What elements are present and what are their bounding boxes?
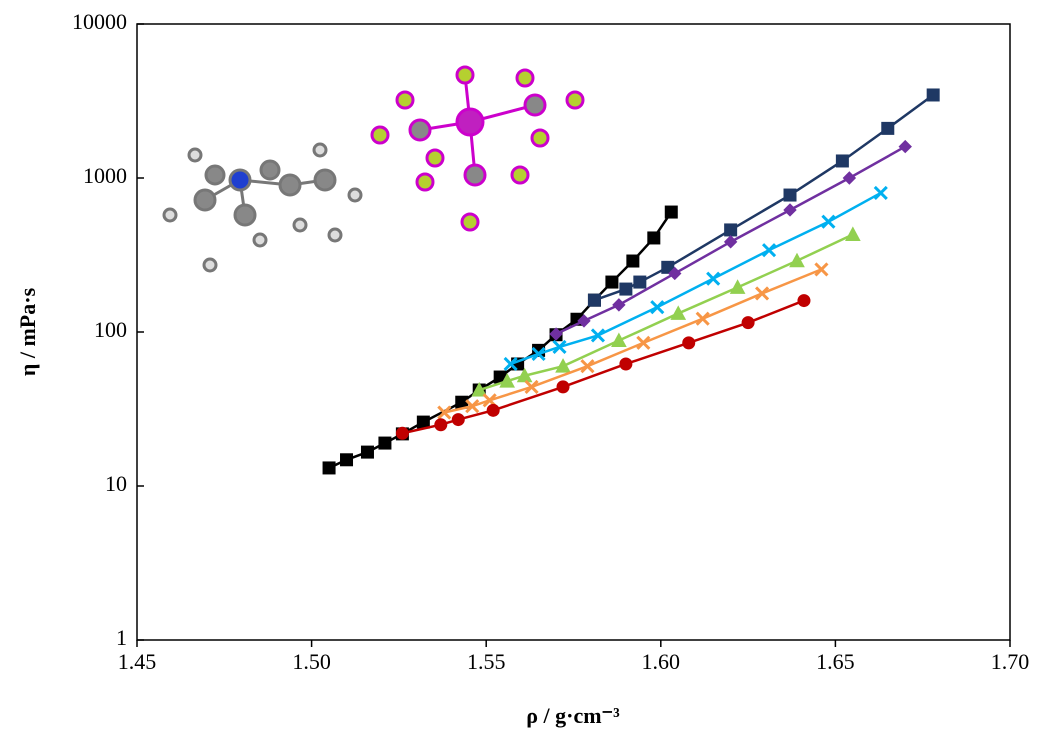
marker bbox=[634, 276, 646, 288]
marker bbox=[899, 141, 911, 153]
marker bbox=[648, 232, 660, 244]
marker bbox=[725, 224, 737, 236]
marker bbox=[697, 313, 709, 325]
marker bbox=[379, 437, 391, 449]
x-tick-label: 1.60 bbox=[642, 649, 681, 674]
marker bbox=[361, 446, 373, 458]
marker bbox=[651, 301, 663, 313]
marker bbox=[875, 187, 887, 199]
marker bbox=[606, 276, 618, 288]
marker bbox=[637, 337, 649, 349]
marker bbox=[620, 358, 632, 370]
marker bbox=[665, 206, 677, 218]
marker bbox=[707, 273, 719, 285]
marker bbox=[798, 295, 810, 307]
marker bbox=[763, 244, 775, 256]
marker bbox=[452, 414, 464, 426]
plot-frame bbox=[137, 24, 1010, 640]
page: ρ / g·cm⁻³ η / mPa·s 1 10 100 1000 10000 1.45… bbox=[0, 0, 1045, 736]
marker bbox=[435, 419, 447, 431]
marker bbox=[620, 283, 632, 295]
y-tick-label: 1 bbox=[116, 625, 127, 650]
marker bbox=[396, 427, 408, 439]
marker bbox=[588, 294, 600, 306]
chart: ρ / g·cm⁻³ η / mPa·s 1 10 100 1000 10000 1.45… bbox=[0, 0, 1045, 736]
marker bbox=[822, 216, 834, 228]
marker bbox=[323, 462, 335, 474]
marker bbox=[613, 299, 625, 311]
marker bbox=[627, 255, 639, 267]
marker bbox=[487, 404, 499, 416]
molecule-anion bbox=[372, 67, 583, 230]
marker bbox=[612, 334, 626, 347]
marker bbox=[725, 236, 737, 248]
marker bbox=[790, 254, 804, 267]
marker bbox=[756, 287, 768, 299]
marker bbox=[882, 122, 894, 134]
marker bbox=[581, 360, 593, 372]
marker bbox=[846, 227, 860, 240]
marker bbox=[784, 204, 796, 216]
molecule-cation bbox=[164, 144, 361, 271]
marker bbox=[731, 280, 745, 293]
y-tick-label: 10 bbox=[105, 471, 127, 496]
marker bbox=[671, 306, 685, 319]
marker bbox=[557, 381, 569, 393]
x-axis-title: ρ / g·cm⁻³ bbox=[526, 703, 620, 728]
marker bbox=[341, 454, 353, 466]
marker bbox=[784, 189, 796, 201]
y-tick-label: 100 bbox=[94, 317, 127, 342]
x-tick-label: 1.50 bbox=[292, 649, 331, 674]
marker bbox=[836, 155, 848, 167]
marker bbox=[526, 381, 538, 393]
y-tick-label: 10000 bbox=[72, 9, 127, 34]
x-tick-label: 1.55 bbox=[467, 649, 506, 674]
y-tick-label: 1000 bbox=[83, 163, 127, 188]
marker bbox=[815, 263, 827, 275]
x-tick-label: 1.45 bbox=[118, 649, 157, 674]
marker bbox=[742, 317, 754, 329]
marker bbox=[843, 172, 855, 184]
marker bbox=[927, 89, 939, 101]
y-axis-title: η / mPa·s bbox=[15, 287, 40, 376]
marker bbox=[417, 416, 429, 428]
x-tick-label: 1.65 bbox=[816, 649, 855, 674]
marker bbox=[683, 337, 695, 349]
marker bbox=[556, 359, 570, 372]
x-tick-label: 1.70 bbox=[991, 649, 1030, 674]
